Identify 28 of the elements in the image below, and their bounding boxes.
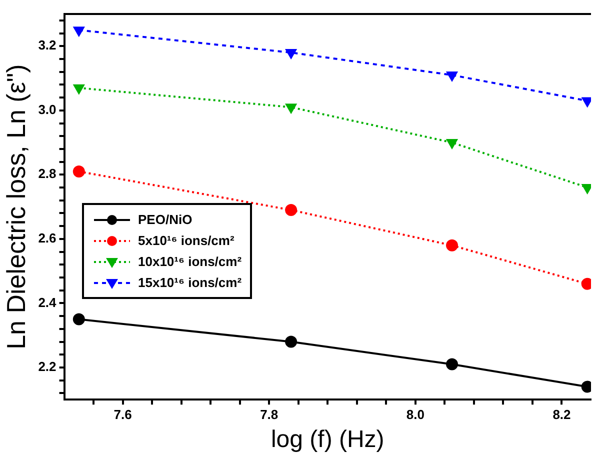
x-tick-label: 7.6 (114, 406, 132, 422)
point (446, 139, 458, 149)
legend-label: 5x10¹⁶ ions/cm² (138, 233, 234, 248)
point (74, 26, 84, 36)
point (446, 358, 458, 370)
point (285, 204, 298, 216)
y-axis-title: Ln Dielectric loss, Ln (ε") (0, 64, 31, 350)
point (286, 49, 296, 59)
legend-label: PEO/NiO (138, 212, 192, 227)
legend-label: 15x10¹⁶ ions/cm² (138, 275, 242, 290)
x-axis-title: log (f) (Hz) (270, 426, 384, 454)
point (446, 72, 458, 82)
point (72, 165, 85, 178)
x-tick-label: 7.8 (260, 406, 278, 422)
y-tick-label: 3.2 (38, 38, 56, 53)
point (286, 104, 296, 114)
x-tick-label: 8.2 (552, 406, 571, 422)
point (74, 84, 84, 94)
legend-label: 10x10¹⁶ ions/cm² (138, 254, 242, 269)
y-tick-label: 2.6 (38, 230, 56, 246)
point (285, 336, 298, 348)
y-tick-label: 3.0 (38, 102, 56, 117)
point (446, 239, 458, 252)
y-tick-label: 2.4 (38, 294, 58, 310)
y-tick-label: 2.8 (38, 166, 56, 182)
y-tick-label: 2.2 (38, 359, 56, 374)
point (72, 313, 85, 326)
x-tick-label: 8.0 (406, 406, 424, 422)
